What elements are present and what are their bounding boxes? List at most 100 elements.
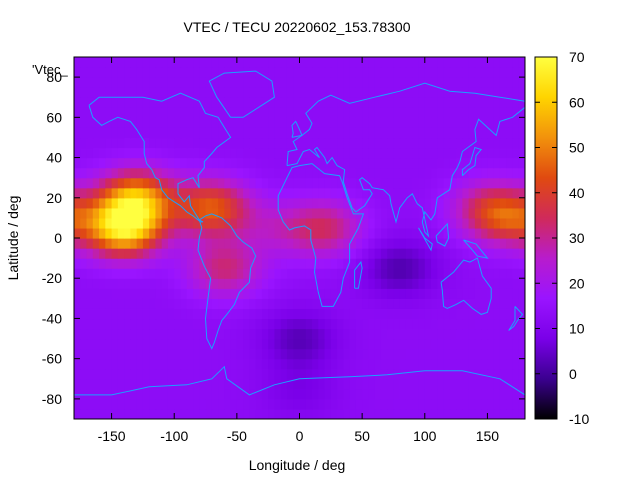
heat-cell [387, 248, 395, 259]
heat-cell [155, 338, 163, 350]
heat-cell [305, 378, 313, 390]
heat-cell [387, 187, 395, 199]
heat-cell [493, 137, 501, 149]
heat-cell [161, 187, 169, 199]
heat-cell [456, 67, 463, 78]
heat-cell [280, 378, 288, 390]
heat-cell [255, 288, 263, 299]
heat-cell [374, 117, 382, 128]
heat-cell [167, 238, 175, 249]
heat-cell [74, 157, 81, 169]
heat-cell [136, 278, 144, 289]
heat-cell [149, 137, 157, 149]
heat-cell [368, 278, 376, 289]
heat-cell [105, 278, 113, 289]
heat-cell [193, 318, 200, 330]
heat-cell [124, 197, 131, 209]
heat-cell [167, 298, 175, 309]
heat-cell [74, 197, 81, 209]
heat-cell [167, 288, 175, 299]
heat-cell [380, 57, 388, 68]
heat-cell [330, 217, 338, 229]
heat-cell [312, 238, 319, 249]
heat-cell [330, 87, 338, 98]
heat-cell [362, 238, 369, 249]
heat-cell [362, 117, 369, 128]
heat-cell [443, 207, 451, 219]
heat-cell [243, 227, 250, 239]
heat-cell [368, 217, 376, 229]
heat-cell [180, 157, 188, 169]
heat-cell [418, 318, 426, 330]
heat-cell [399, 137, 407, 149]
heat-cell [468, 388, 476, 400]
heat-cell [149, 147, 157, 159]
heat-cell [193, 398, 200, 410]
heat-cell [355, 308, 363, 320]
heat-cell [111, 147, 119, 159]
heat-cell [211, 147, 219, 159]
heat-cell [230, 348, 238, 360]
heat-cell [280, 147, 288, 159]
heat-cell [249, 268, 257, 279]
heat-cell [286, 77, 294, 88]
heat-cell [130, 167, 138, 179]
heat-cell [393, 378, 401, 390]
heat-cell [487, 238, 495, 249]
heat-cell [230, 318, 238, 330]
heat-cell [474, 268, 482, 279]
heat-cell [499, 338, 507, 350]
heat-cell [481, 57, 489, 68]
heat-cell [380, 278, 388, 289]
heat-cell [124, 368, 131, 380]
heat-cell [368, 87, 376, 98]
heat-cell [462, 217, 470, 229]
heat-cell [462, 157, 470, 169]
heat-cell [218, 358, 225, 370]
heat-cell [124, 167, 131, 179]
heat-cell [211, 408, 219, 419]
heat-cell [299, 157, 307, 169]
heat-cell [193, 288, 200, 299]
heat-cell [374, 107, 382, 118]
heat-cell [130, 147, 138, 159]
heat-cell [318, 288, 326, 299]
heat-cell [111, 97, 119, 108]
heat-cell [474, 398, 482, 410]
heat-cell [255, 187, 263, 199]
heat-cell [318, 368, 326, 380]
heat-cell [518, 57, 525, 68]
heat-cell [418, 408, 426, 419]
heat-cell [74, 318, 81, 330]
heat-cell [380, 288, 388, 299]
heat-cell [193, 147, 200, 159]
heat-cell [437, 248, 445, 259]
heat-cell [249, 388, 257, 400]
heat-cell [255, 238, 263, 249]
heat-cell [456, 217, 463, 229]
heat-cell [305, 147, 313, 159]
heat-cell [130, 187, 138, 199]
heat-cell [286, 227, 294, 239]
heat-cell [418, 248, 426, 259]
heat-cell [462, 187, 470, 199]
heat-cell [380, 378, 388, 390]
heat-cell [205, 87, 213, 98]
heat-cell [518, 298, 525, 309]
heat-cell [456, 57, 463, 68]
heat-cell [80, 298, 88, 309]
heat-cell [506, 157, 514, 169]
heat-cell [431, 167, 438, 179]
heat-cell [136, 348, 144, 360]
heat-cell [387, 408, 395, 419]
heat-cell [299, 288, 307, 299]
heat-cell [431, 318, 438, 330]
heat-cell [324, 87, 332, 98]
heat-cell [355, 207, 363, 219]
heat-cell [374, 278, 382, 289]
heat-cell [387, 117, 395, 128]
heat-cell [431, 298, 438, 309]
heat-cell [456, 127, 463, 139]
heat-cell [268, 318, 276, 330]
heat-cell [124, 67, 131, 78]
